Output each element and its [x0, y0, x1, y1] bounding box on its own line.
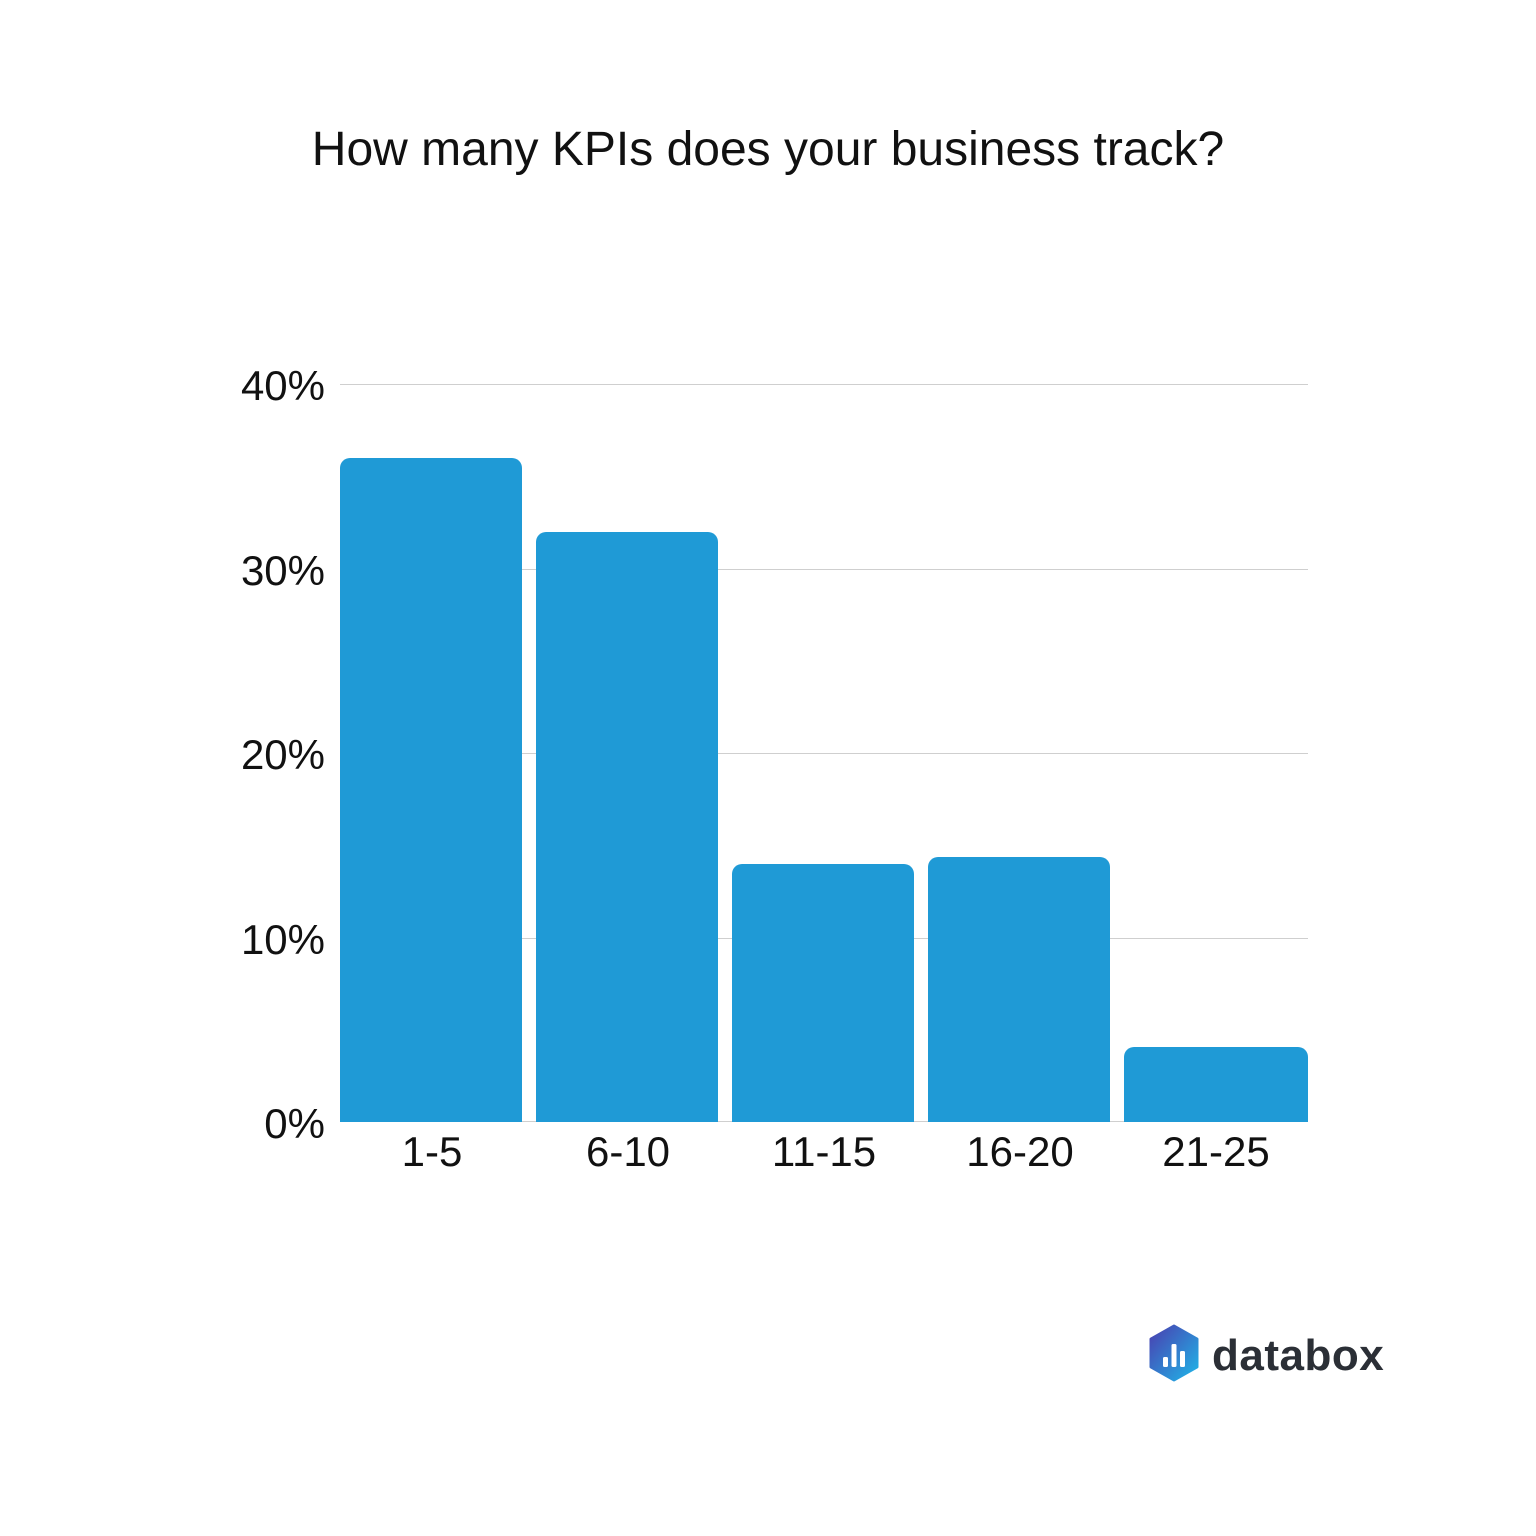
databox-hexagon-logo-icon	[1148, 1324, 1200, 1387]
x-tick-label: 11-15	[771, 1128, 877, 1175]
y-tick-label: 0%	[264, 1100, 325, 1147]
x-tick-label: 1-5	[401, 1128, 463, 1175]
gridline-20	[340, 753, 1308, 754]
databox-logo: databox	[1148, 1324, 1384, 1387]
bar-11-15	[732, 864, 914, 1122]
x-tick-label: 16-20	[966, 1128, 1074, 1175]
bar-6-10	[536, 532, 718, 1122]
gridline-30	[340, 568, 1308, 570]
y-tick-label: 30%	[240, 547, 325, 594]
gridline-40	[340, 384, 1308, 385]
y-tick-label: 20%	[240, 731, 325, 778]
bar-21-25	[1124, 1047, 1308, 1122]
bar-16-20	[928, 857, 1110, 1122]
x-tick-label: 21-25	[1162, 1128, 1270, 1175]
x-tick-label: 6-10	[585, 1128, 671, 1175]
y-tick-label: 10%	[240, 916, 325, 963]
bar-1-5	[340, 458, 522, 1122]
brand-name: databox	[1212, 1330, 1385, 1380]
chart-title: How many KPIs does your business track?	[311, 123, 1225, 176]
y-tick-label: 40%	[240, 362, 325, 409]
plot-area	[340, 384, 1308, 1122]
